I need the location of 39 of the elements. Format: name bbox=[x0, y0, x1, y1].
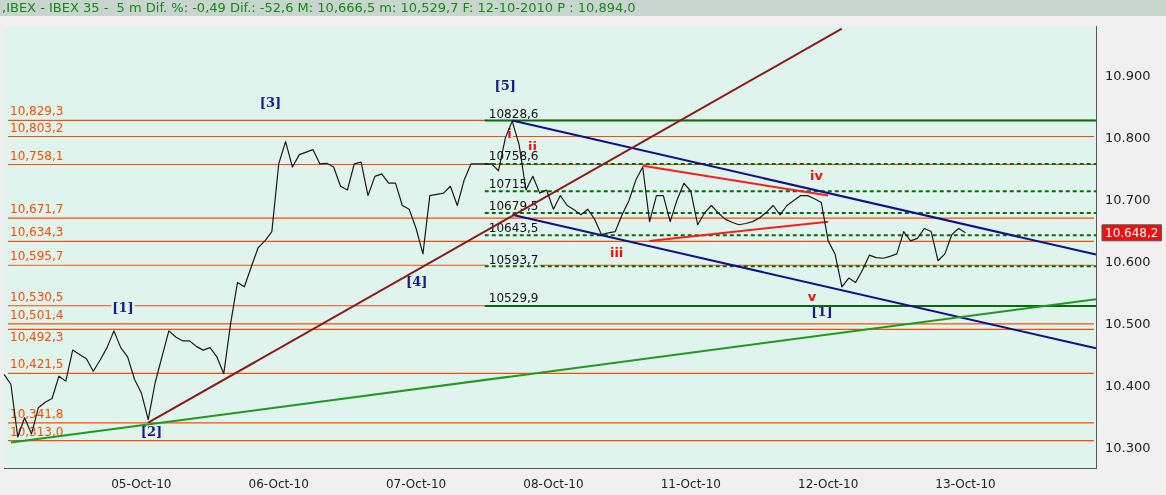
x-tick-label: 13-Oct-10 bbox=[935, 477, 996, 492]
y-tick-label: 10.800 bbox=[1105, 129, 1151, 145]
ref-line-label: 10,634,3 bbox=[10, 225, 64, 240]
ref-line-label: 10,758,1 bbox=[10, 148, 64, 163]
x-tick-label: 08-Oct-10 bbox=[523, 477, 584, 492]
annotation: i bbox=[507, 126, 512, 142]
ref-line-label: 10,501,4 bbox=[10, 307, 64, 322]
ref-line-label: 10,671,7 bbox=[10, 202, 64, 217]
annotation: [2] bbox=[140, 423, 163, 439]
x-tick-label: 12-Oct-10 bbox=[798, 477, 859, 492]
annotation: 10593,7 bbox=[488, 252, 539, 267]
y-tick-label: 10.500 bbox=[1105, 316, 1151, 332]
text: 10.648,2 bbox=[1105, 225, 1159, 240]
ref-line-label: 10,492,3 bbox=[10, 329, 64, 344]
x-tick-label: 07-Oct-10 bbox=[385, 477, 447, 492]
y-tick-label: 10.900 bbox=[1105, 67, 1151, 83]
annotation: [5] bbox=[494, 78, 516, 94]
y-tick-label: 10.600 bbox=[1105, 253, 1151, 269]
chart-title: ,IBEX - IBEX 35 - 5 m Dif. %: -0,49 Dif.: -52,6 M: 10,666,5 m: 10,529,7 F: 12-10-2010 P : 10,894,0 bbox=[0, 0, 1166, 16]
y-tick-label: 10.700 bbox=[1105, 191, 1151, 207]
annotation: 10643,5 bbox=[488, 221, 539, 236]
annotation: 10529,9 bbox=[488, 291, 539, 306]
y-tick-label: 10.300 bbox=[1105, 440, 1151, 456]
annotation: v bbox=[807, 288, 817, 304]
ref-line-label: 10,595,7 bbox=[10, 249, 64, 264]
x-tick-label: 11-Oct-10 bbox=[660, 477, 721, 492]
annotation: 10828,6 bbox=[488, 106, 539, 121]
x-tick-label: 05-Oct-10 bbox=[111, 477, 172, 492]
ref-line-label: 10,803,2 bbox=[10, 120, 64, 135]
annotation: iv bbox=[809, 167, 824, 183]
y-tick-label: 10.400 bbox=[1105, 378, 1151, 394]
ref-line-label: 10,421,5 bbox=[10, 357, 64, 372]
annotation: [1] bbox=[112, 300, 134, 316]
ref-line-label: 10,829,3 bbox=[10, 104, 64, 119]
annotation: [4] bbox=[406, 274, 428, 290]
annotation: [3] bbox=[259, 94, 282, 110]
ref-line-label: 10,530,5 bbox=[10, 289, 64, 304]
x-tick-label: 06-Oct-10 bbox=[248, 477, 309, 492]
annotation: iii bbox=[609, 244, 624, 260]
